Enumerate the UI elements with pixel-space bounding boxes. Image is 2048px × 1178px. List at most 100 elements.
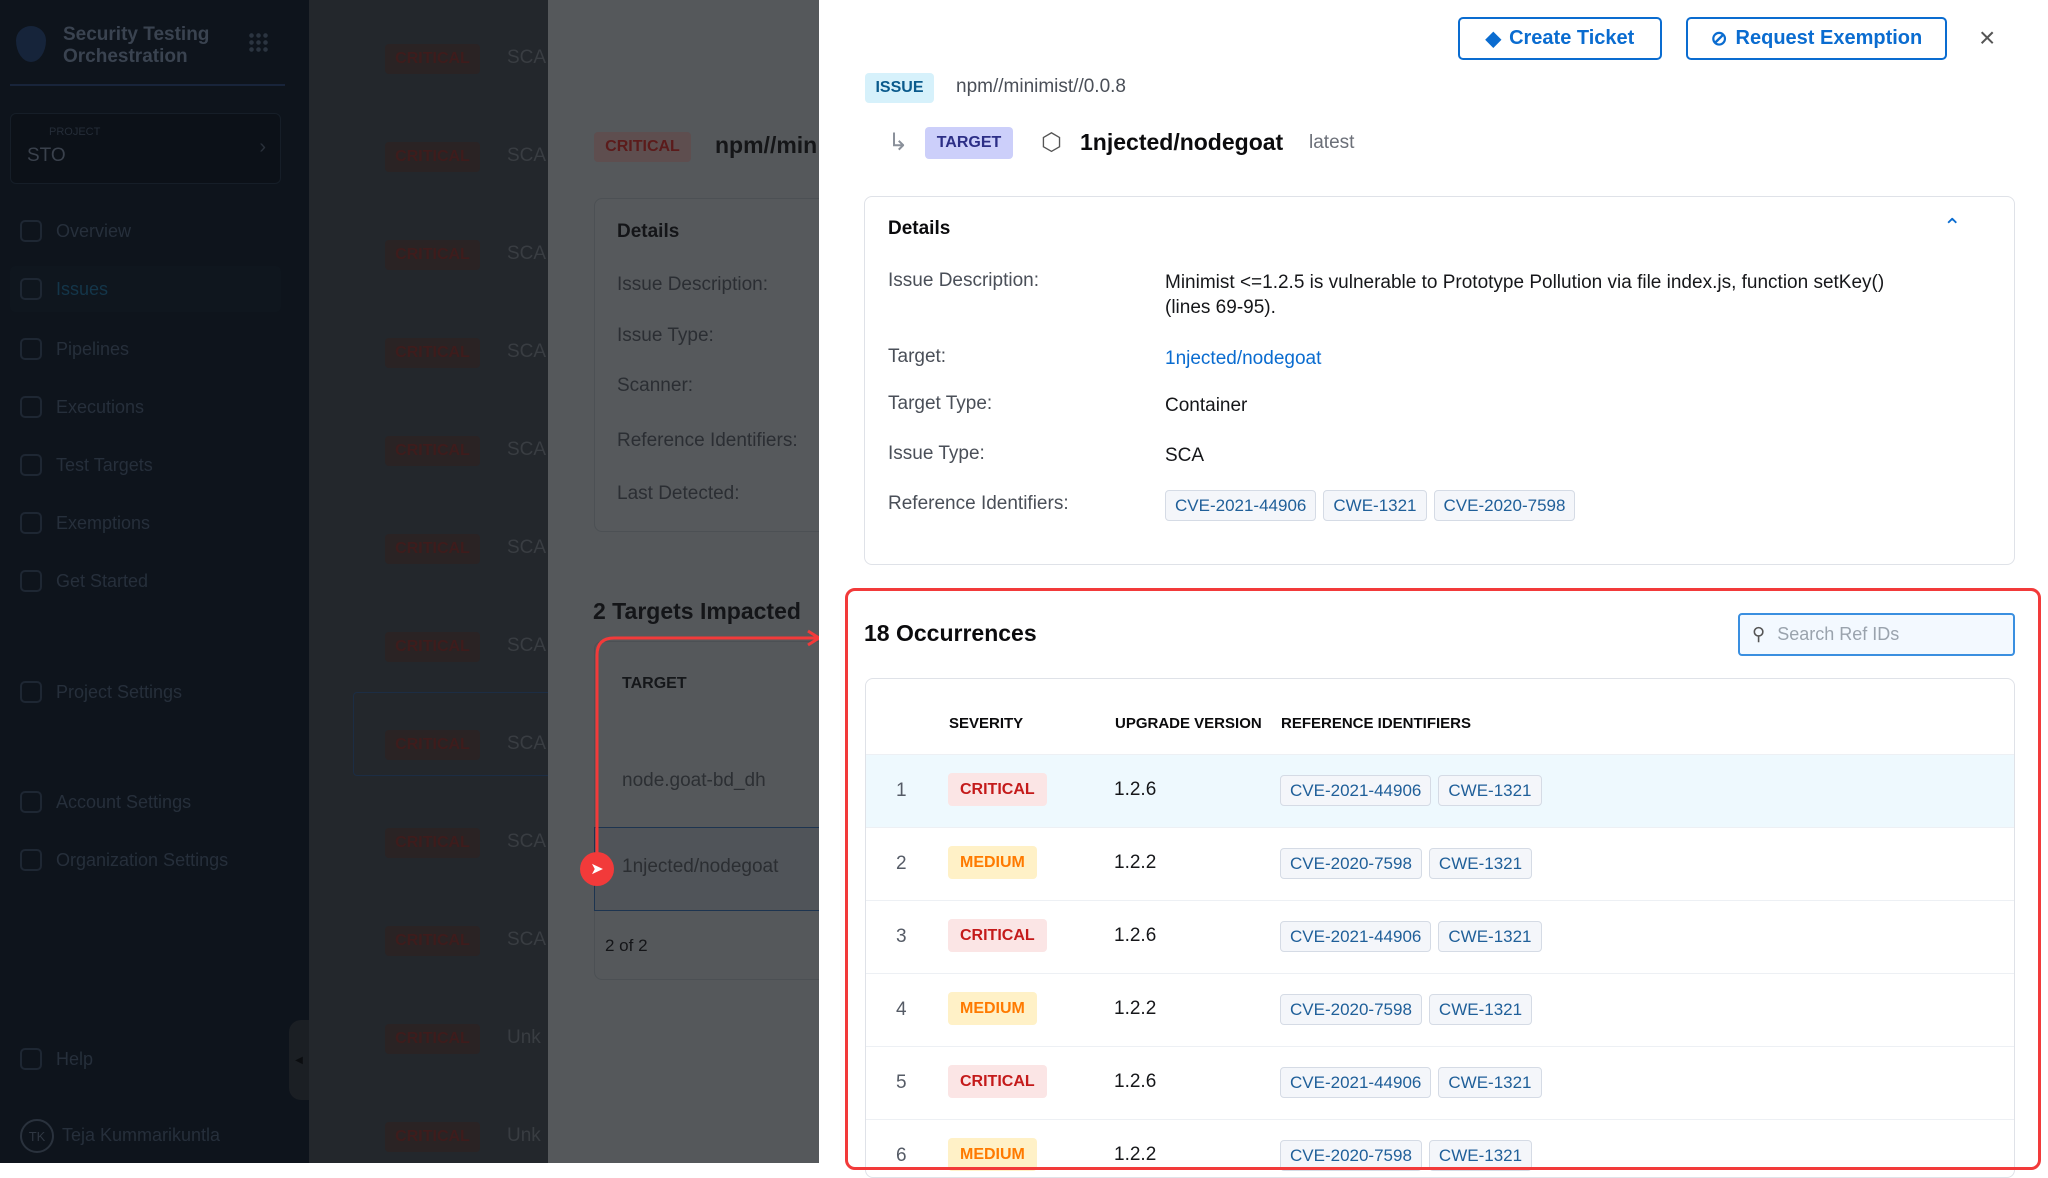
account-settings-icon <box>20 791 42 813</box>
severity-badge: MEDIUM <box>948 1138 1037 1171</box>
ref-identifiers: CVE-2020-7598 CWE-1321 <box>1280 1140 1533 1171</box>
target-row[interactable]: node.goat-bd_dh <box>622 770 766 791</box>
project-selector[interactable]: PROJECT STO › <box>10 113 281 184</box>
upgrade-version: 1.2.6 <box>1114 779 1157 800</box>
nav-label: Project Settings <box>56 681 183 702</box>
ref-chip[interactable]: CVE-2020-7598 <box>1433 490 1576 521</box>
occurrence-row[interactable]: 4 MEDIUM 1.2.2 CVE-2020-7598 CWE-1321 <box>866 973 2014 1046</box>
target-icon <box>20 454 42 476</box>
button-label: Request Exemption <box>1735 27 1923 49</box>
nav-executions[interactable]: Executions <box>20 396 144 418</box>
button-label: Create Ticket <box>1509 27 1635 49</box>
nav-label: Pipelines <box>56 338 130 359</box>
ref-chip[interactable]: CWE-1321 <box>1438 1067 1542 1098</box>
severity-badge: CRITICAL <box>948 919 1047 952</box>
nav-pipelines[interactable]: Pipelines <box>20 338 129 360</box>
occurrences-title: 18 Occurrences <box>864 620 1037 646</box>
project-label: PROJECT <box>49 126 101 138</box>
nav-project-settings[interactable]: Project Settings <box>20 681 182 703</box>
detail-label: Last Detected: <box>617 483 740 504</box>
nav-test-targets[interactable]: Test Targets <box>20 454 153 476</box>
ref-chip[interactable]: CVE-2021-44906 <box>1280 1067 1432 1098</box>
issue-type: SCA <box>507 341 547 362</box>
search-input[interactable] <box>1777 624 1998 645</box>
collapse-sidebar-button[interactable]: ◀ <box>289 1020 309 1100</box>
occurrence-row[interactable]: 6 MEDIUM 1.2.2 CVE-2020-7598 CWE-1321 <box>866 1119 2014 1177</box>
ref-chip[interactable]: CWE-1321 <box>1323 490 1427 521</box>
module-grid-icon[interactable] <box>248 32 268 52</box>
target-name: 1njected/nodegoat <box>1080 129 1284 155</box>
ref-chip[interactable]: CWE-1321 <box>1428 994 1533 1025</box>
nav-organization-settings[interactable]: Organization Settings <box>20 849 228 871</box>
nav-get-started[interactable]: Get Started <box>20 570 148 592</box>
nav-issues[interactable]: Issues <box>20 278 108 300</box>
active-nav-highlight <box>10 266 281 312</box>
nav-label: Test Targets <box>56 454 153 475</box>
target-link[interactable]: 1njected/nodegoat <box>1165 348 1322 369</box>
severity-badge: CRITICAL <box>385 534 480 564</box>
details-title: Details <box>888 218 951 239</box>
severity-badge: CRITICAL <box>385 632 480 662</box>
executions-icon <box>20 396 42 418</box>
severity-badge: CRITICAL <box>948 773 1047 806</box>
ref-chip[interactable]: CWE-1321 <box>1438 921 1542 952</box>
severity-badge: CRITICAL <box>385 828 480 858</box>
upgrade-version: 1.2.2 <box>1114 852 1157 873</box>
target-column-header: TARGET <box>622 675 687 692</box>
ref-chip[interactable]: CVE-2020-7598 <box>1280 1140 1422 1171</box>
target-type-value: Container <box>1165 395 1248 416</box>
nav-overview[interactable]: Overview <box>20 220 131 242</box>
ref-chip[interactable]: CWE-1321 <box>1428 1140 1533 1171</box>
search-ref-ids[interactable]: ⚲ <box>1738 613 2015 656</box>
sub-arrow-icon: ↳ <box>888 129 909 156</box>
target-row-label[interactable]: 1njected/nodegoat <box>622 856 779 877</box>
ref-chip[interactable]: CVE-2020-7598 <box>1280 848 1422 879</box>
severity-badge: CRITICAL <box>385 44 480 74</box>
nav-exemptions[interactable]: Exemptions <box>20 512 150 534</box>
eye-off-icon <box>20 512 42 534</box>
issue-type: SCA <box>507 635 547 656</box>
user-name[interactable]: Teja Kummarikuntla <box>62 1125 221 1145</box>
issue-name: npm//minimist//0.0.8 <box>956 76 1126 97</box>
issue-type: SCA <box>507 145 547 166</box>
create-ticket-button[interactable]: ◆ Create Ticket <box>1458 17 1662 60</box>
ref-chip[interactable]: CVE-2020-7598 <box>1280 994 1422 1025</box>
ref-chip[interactable]: CVE-2021-44906 <box>1280 775 1432 806</box>
issue-list: CRITICAL SCA CRITICAL SCA CRITICAL SCA CRIT… <box>309 0 553 1163</box>
issue-type: Unk <box>507 1125 541 1146</box>
upgrade-version-header[interactable]: UPGRADE VERSION <box>1115 715 1262 732</box>
issue-type: SCA <box>507 47 547 68</box>
occurrence-row[interactable]: 5 CRITICAL 1.2.6 CVE-2021-44906 CWE-1321 <box>866 1046 2014 1119</box>
ref-identifiers-header[interactable]: REFERENCE IDENTIFIERS <box>1281 715 1472 732</box>
issue-name: npm//min <box>715 132 818 158</box>
nav-account-settings[interactable]: Account Settings <box>20 791 191 813</box>
ref-chip[interactable]: CVE-2021-44906 <box>1165 490 1317 521</box>
sto-logo-icon <box>16 26 46 62</box>
jira-diamond-icon: ◆ <box>1485 28 1502 50</box>
severity-badge: CRITICAL <box>948 1065 1047 1098</box>
close-icon[interactable]: × <box>1979 22 1996 53</box>
nav-help[interactable]: Help <box>20 1048 93 1070</box>
details-card <box>864 196 2015 565</box>
ref-chip[interactable]: CWE-1321 <box>1438 775 1542 806</box>
ref-chip[interactable]: CVE-2021-44906 <box>1280 921 1432 952</box>
severity-header[interactable]: SEVERITY <box>949 715 1024 732</box>
ref-identifiers: CVE-2021-44906 CWE-1321 CVE-2020-7598 <box>1165 490 1576 521</box>
occurrence-row[interactable]: 1 CRITICAL 1.2.6 CVE-2021-44906 CWE-1321 <box>866 754 2014 827</box>
ref-identifiers: CVE-2021-44906 CWE-1321 <box>1280 775 1542 806</box>
avatar[interactable]: TK <box>20 1119 54 1153</box>
search-icon: ⚲ <box>1752 624 1766 644</box>
nav-label: Overview <box>56 220 132 241</box>
nav-label: Exemptions <box>56 512 151 533</box>
chevron-up-icon[interactable]: ⌃ <box>1943 214 1962 239</box>
issue-badge: ISSUE <box>865 73 934 103</box>
nav-label: Get Started <box>56 570 149 591</box>
occurrence-row[interactable]: 2 MEDIUM 1.2.2 CVE-2020-7598 CWE-1321 <box>866 827 2014 900</box>
eye-off-icon: ⊘ <box>1710 28 1728 50</box>
request-exemption-button[interactable]: ⊘ Request Exemption <box>1686 17 1947 60</box>
severity-badge: MEDIUM <box>948 846 1037 879</box>
target-type-label: Target Type: <box>888 393 993 414</box>
help-icon <box>20 1048 42 1070</box>
occurrence-row[interactable]: 3 CRITICAL 1.2.6 CVE-2021-44906 CWE-1321 <box>866 900 2014 973</box>
ref-chip[interactable]: CWE-1321 <box>1428 848 1533 879</box>
